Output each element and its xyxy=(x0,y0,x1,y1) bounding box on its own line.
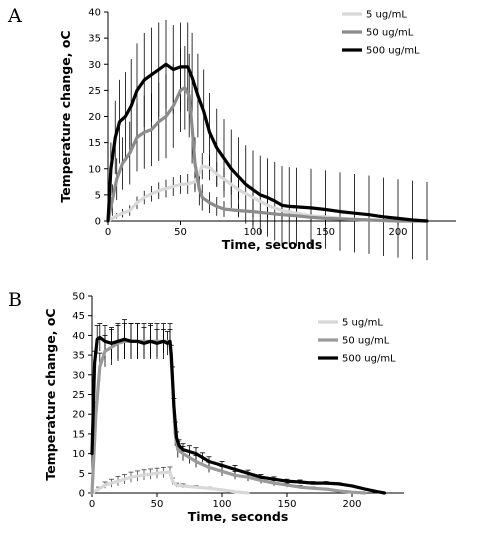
y-tick-label: 10 xyxy=(88,164,101,175)
y-tick-label: 10 xyxy=(72,449,85,460)
x-tick-label: 100 xyxy=(243,227,262,238)
y-tick-label: 15 xyxy=(88,138,101,149)
panel-label: A xyxy=(7,5,22,27)
legend-label: 500 ug/mL xyxy=(342,354,396,365)
x-tick-label: 100 xyxy=(212,499,231,510)
series-line-1 xyxy=(106,86,429,223)
y-tick-label: 5 xyxy=(95,190,101,201)
x-axis-title: Time, seconds xyxy=(222,237,323,252)
y-tick-label: 50 xyxy=(72,292,85,303)
y-tick-label: 30 xyxy=(72,370,85,381)
legend-label: 50 ug/mL xyxy=(366,28,414,39)
y-tick-label: 20 xyxy=(88,112,101,123)
y-tick-label: 25 xyxy=(88,86,101,97)
legend-label: 50 ug/mL xyxy=(342,336,390,347)
x-tick-label: 0 xyxy=(89,499,95,510)
y-tick-label: 0 xyxy=(95,217,101,228)
y-tick-label: 35 xyxy=(72,351,85,362)
panel-b: B 0 5 10 15 20 25 30 35 40 45 50 0 50 100 150 200 Time, s… xyxy=(8,289,404,524)
error-bars-2 xyxy=(92,319,368,490)
panel-label: B xyxy=(8,289,22,311)
x-axis-title: Time, seconds xyxy=(188,509,289,524)
legend-label: 500 ug/mL xyxy=(366,46,420,57)
y-tick-label: 30 xyxy=(88,60,101,71)
y-tick-label: 5 xyxy=(79,469,85,480)
legend: 5 ug/mL 50 ug/mL 500 ug/mL xyxy=(318,318,396,365)
legend-label: 5 ug/mL xyxy=(366,10,407,21)
x-tick-label: 200 xyxy=(342,499,361,510)
y-tick-label: 35 xyxy=(88,34,101,45)
x-tick-label: 150 xyxy=(277,499,296,510)
series-line-0 xyxy=(90,470,250,495)
legend: 5 ug/mL 50 ug/mL 500 ug/mL xyxy=(342,10,420,57)
y-tick-label: 45 xyxy=(72,311,85,322)
series-line-1 xyxy=(90,339,367,495)
y-tick-label: 20 xyxy=(72,410,85,421)
x-tick-label: 50 xyxy=(151,499,164,510)
y-tick-label: 0 xyxy=(79,489,85,500)
x-tick-label: 0 xyxy=(105,227,111,238)
x-tick-label: 50 xyxy=(174,227,187,238)
y-tick-label: 40 xyxy=(88,8,101,19)
series-line-2 xyxy=(106,62,429,223)
y-tick-label: 25 xyxy=(72,390,85,401)
y-axis-title: Temperature change, oC xyxy=(58,30,73,202)
legend-label: 5 ug/mL xyxy=(342,318,383,329)
series-line-2 xyxy=(90,335,387,495)
y-tick-label: 40 xyxy=(72,331,85,342)
y-tick-label: 15 xyxy=(72,429,85,440)
y-axis-title: Temperature change, oC xyxy=(43,308,58,480)
